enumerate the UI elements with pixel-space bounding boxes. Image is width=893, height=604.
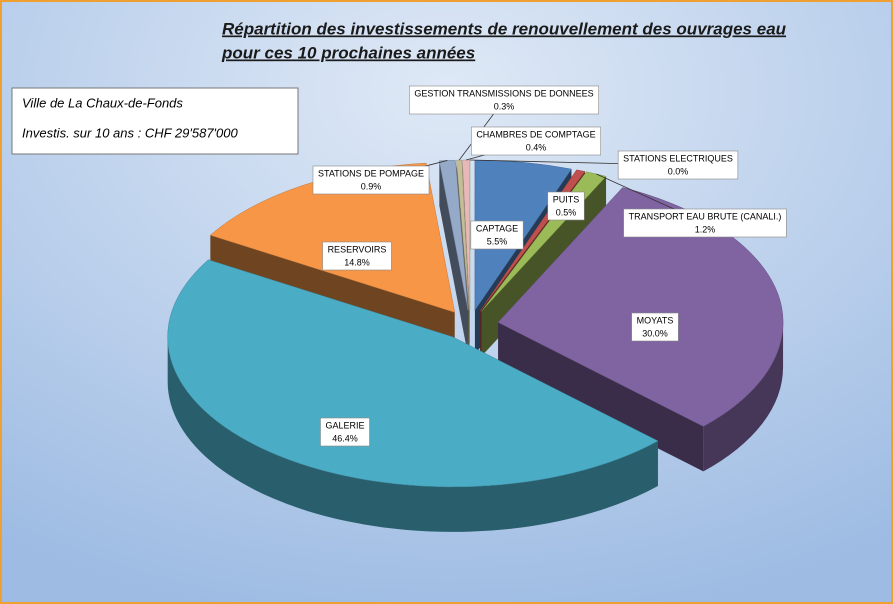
label-box xyxy=(470,220,524,250)
label-value: 0.5% xyxy=(556,207,577,217)
slice-wall xyxy=(167,336,658,532)
label-box xyxy=(312,165,430,195)
pie xyxy=(167,159,784,532)
slice-wall xyxy=(703,322,784,472)
label-box xyxy=(623,208,787,238)
slice-top xyxy=(439,159,469,311)
label-box xyxy=(409,85,599,115)
slice-side xyxy=(498,322,704,472)
label-name: GALERIE xyxy=(325,420,364,430)
slice-top xyxy=(167,259,659,488)
label-value: 0.0% xyxy=(668,166,689,176)
slice xyxy=(167,259,659,532)
label-value: 30.0% xyxy=(642,328,668,338)
label-value: 5.5% xyxy=(487,236,508,246)
label-box xyxy=(617,150,739,180)
label-name: RESERVOIRS xyxy=(328,244,387,254)
label-box xyxy=(631,312,679,342)
slice xyxy=(497,187,784,472)
slice-side xyxy=(439,160,468,356)
data-label: PUITS 0.5% xyxy=(547,191,585,221)
chart-subtitle: pour ces 10 prochaines années xyxy=(221,43,475,62)
label-value: 0.4% xyxy=(526,142,547,152)
label-value: 14.8% xyxy=(344,257,370,267)
data-label: GESTION TRANSMISSIONS DE DONNEES 0.3% xyxy=(409,85,599,161)
chart-title: Répartition des investissements de renou… xyxy=(222,19,787,38)
label-name: STATIONS DE POMPAGE xyxy=(318,168,424,178)
label-value: 1.2% xyxy=(695,224,716,234)
labels: CAPTAGE 5.5% PUITS 0.5% TRANSPORT EAU BRUTE … xyxy=(312,85,787,447)
label-box xyxy=(547,191,585,221)
annotation-box xyxy=(11,87,299,155)
slice-top xyxy=(209,162,456,313)
label-name: MOYATS xyxy=(637,315,674,325)
slice xyxy=(439,159,469,356)
label-value: 46.4% xyxy=(332,433,358,443)
label-name: GESTION TRANSMISSIONS DE DONNEES xyxy=(414,88,593,98)
data-label: MOYATS 30.0% xyxy=(631,312,679,342)
label-value: 0.3% xyxy=(494,101,515,111)
data-label: GALERIE 46.4% xyxy=(320,417,370,447)
label-name: TRANSPORT EAU BRUTE (CANALI.) xyxy=(629,211,782,221)
label-value: 0.9% xyxy=(361,181,382,191)
label-box xyxy=(320,417,370,447)
label-box xyxy=(322,241,392,271)
annotation: Investis. sur 10 ans : CHF 29'587'000 xyxy=(22,125,239,140)
data-label: RESERVOIRS 14.8% xyxy=(322,241,392,271)
label-name: CAPTAGE xyxy=(476,223,518,233)
label-name: CHAMBRES DE COMPTAGE xyxy=(476,129,595,139)
label-name: STATIONS ELECTRIQUES xyxy=(623,153,733,163)
slice-top xyxy=(497,187,784,427)
label-name: PUITS xyxy=(553,194,580,204)
label-box xyxy=(471,126,601,156)
data-label: CHAMBRES DE COMPTAGE 0.4% xyxy=(465,126,601,161)
data-label: STATIONS DE POMPAGE 0.9% xyxy=(312,160,448,195)
data-label: CAPTAGE 5.5% xyxy=(470,220,524,250)
data-label: TRANSPORT EAU BRUTE (CANALI.) 1.2% xyxy=(596,173,787,238)
data-label: STATIONS ELECTRIQUES 0.0% xyxy=(469,150,739,180)
slice-top xyxy=(456,159,470,311)
annotation: Ville de La Chaux-de-Fonds xyxy=(22,95,183,110)
